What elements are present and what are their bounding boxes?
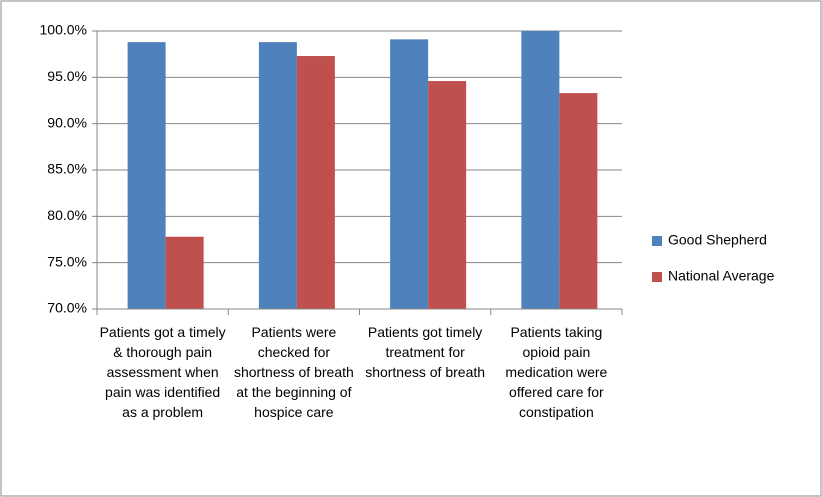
x-tick-label: Patients taking opioid pain medication w… — [505, 324, 608, 420]
bar — [127, 42, 166, 310]
bar — [559, 93, 598, 309]
bar — [165, 236, 204, 309]
y-tick-label: 90.0% — [47, 114, 87, 130]
legend-swatch — [652, 236, 662, 246]
legend-swatch — [652, 272, 662, 282]
legend-label: National Average — [668, 268, 775, 284]
y-tick-label: 75.0% — [47, 253, 87, 269]
x-tick-label: Patients got timely treatment for shortn… — [365, 324, 486, 380]
y-tick-label: 80.0% — [47, 207, 87, 223]
bar — [390, 39, 429, 310]
bar — [258, 42, 297, 310]
legend-label: Good Shepherd — [668, 232, 767, 248]
x-tick-label: Patients got a timely & thorough pain as… — [99, 324, 226, 420]
y-tick-label: 85.0% — [47, 161, 87, 177]
bar — [296, 56, 335, 309]
y-tick-label: 95.0% — [47, 68, 87, 84]
bar — [428, 81, 467, 309]
y-tick-label: 70.0% — [47, 300, 87, 316]
bar — [521, 31, 560, 309]
x-tick-label: Patients were checked for shortness of b… — [233, 324, 354, 420]
y-tick-label: 100.0% — [40, 22, 87, 38]
